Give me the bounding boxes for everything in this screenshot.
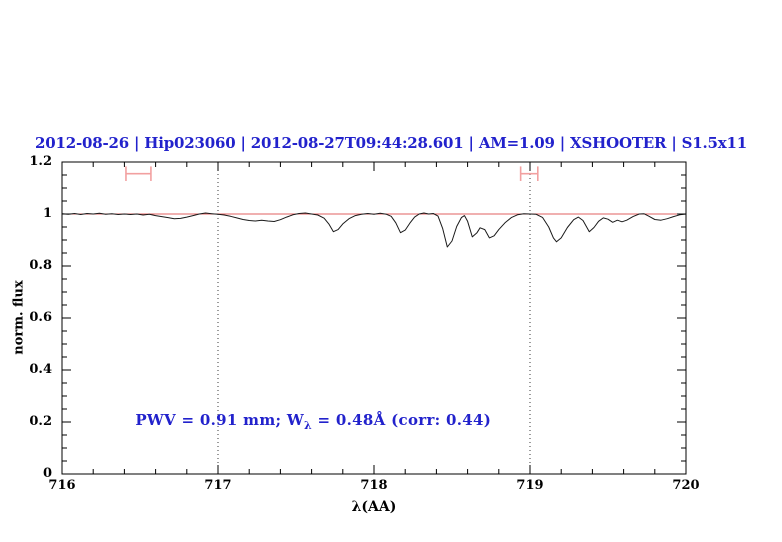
y-tick-label: 0.8 xyxy=(29,258,52,273)
spectrum-line xyxy=(61,212,687,248)
pwv-annotation-post: = 0.48Å (corr: 0.44) xyxy=(312,411,492,429)
x-tick-label: 718 xyxy=(360,478,388,493)
y-tick-label: 0.4 xyxy=(29,362,52,377)
pwv-annotation: PWV = 0.91 mm; Wλ = 0.48Å (corr: 0.44) xyxy=(135,411,491,432)
y-tick-label: 0 xyxy=(42,466,52,481)
pwv-annotation-pre: PWV = 0.91 mm; W xyxy=(135,411,304,429)
x-tick-label: 720 xyxy=(672,478,700,493)
x-axis-title: λ(AA) xyxy=(351,499,397,515)
pwv-annotation-lambda-subscript: λ xyxy=(304,419,313,432)
y-tick-label: 0.2 xyxy=(29,414,52,429)
y-tick-label: 1 xyxy=(42,206,52,221)
x-tick-label: 716 xyxy=(48,478,76,493)
x-tick-label: 719 xyxy=(516,478,544,493)
plot-title: 2012-08-26 | Hip023060 | 2012-08-27T09:4… xyxy=(35,134,747,152)
x-tick-label: 717 xyxy=(204,478,232,493)
y-tick-label: 0.6 xyxy=(29,310,52,325)
y-tick-label: 1.2 xyxy=(29,154,52,169)
